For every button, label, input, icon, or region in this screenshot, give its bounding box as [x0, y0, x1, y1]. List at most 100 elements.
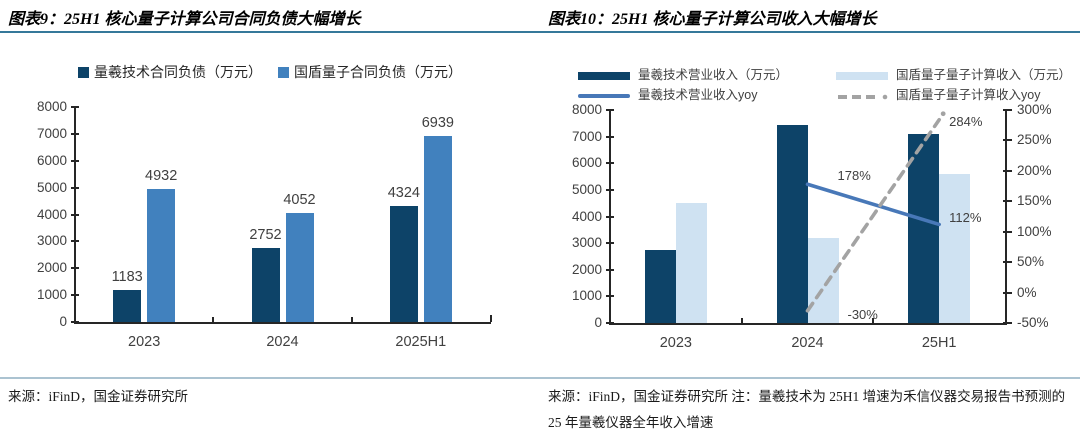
legend-item: 国盾量子合同负债（万元）	[278, 62, 462, 82]
secondary-y-axis-tick-label: 150%	[1017, 193, 1052, 208]
y-axis-tick-label: 7000	[36, 126, 67, 141]
bar-2024-series1	[285, 213, 314, 322]
legend-label: 国盾量子量子计算收入yoy	[896, 88, 1041, 102]
secondary-y-axis-tick	[1003, 200, 1012, 202]
bar-value-label: 6939	[421, 114, 454, 131]
x-axis-category-label: 2025H1	[395, 334, 447, 350]
figure-10: 图表10：25H1 核心量子计算公司收入大幅增长 0 1000 2000 3000 40…	[540, 0, 1080, 441]
x-axis-category-label: 2023	[128, 334, 161, 350]
legend-item: 量羲技术营业收入（万元）	[578, 64, 788, 82]
y-axis-tick	[606, 295, 614, 297]
yoy-point-label: 112%	[949, 210, 982, 226]
legend-label: 量羲技术营业收入（万元）	[638, 68, 789, 82]
bar-2024-series0	[776, 124, 808, 323]
secondary-y-axis-tick-label: -50%	[1017, 315, 1049, 330]
x-axis-line	[74, 322, 491, 324]
y-axis-tick-label: 2000	[571, 262, 602, 277]
secondary-y-axis-tick	[1003, 261, 1012, 263]
y-axis-tick-label: 1000	[571, 288, 602, 303]
bar-value-label: 4932	[145, 168, 178, 185]
secondary-y-axis-tick	[1003, 139, 1012, 141]
figure-9: 图表9：25H1 核心量子计算公司合同负债大幅增长 0 1000 2000 3000 4…	[8, 11, 492, 404]
legend-label: 国盾量子量子计算收入（万元）	[896, 68, 1072, 82]
bar-2025H1-series1	[423, 135, 452, 322]
y-axis-tick	[606, 322, 614, 324]
x-axis-tick	[740, 318, 743, 323]
legend-item: 国盾量子量子计算收入yoy	[836, 84, 1040, 102]
dashed-swatch-graphic	[838, 94, 888, 100]
x-axis-tick	[872, 318, 875, 323]
y-axis-tick	[71, 214, 79, 216]
figure-9-source: 来源：iFinD，国金证券研究所	[8, 389, 189, 404]
secondary-y-axis-tick	[1003, 292, 1012, 294]
y-axis-tick-label: 4000	[571, 209, 602, 224]
legend-color-square	[78, 67, 89, 78]
y-axis-tick-label: 6000	[571, 155, 602, 170]
legend-item: 量羲技术合同负债（万元）	[78, 62, 262, 82]
chart-legend: 量羲技术合同负债（万元） 国盾量子合同负债（万元）	[70, 62, 470, 82]
legend-color-square	[278, 67, 289, 78]
secondary-y-axis-tick-label: 300%	[1017, 102, 1052, 117]
figure-9-title: 图表9：25H1 核心量子计算公司合同负债大幅增长	[8, 11, 361, 28]
y-axis-tick	[71, 321, 79, 323]
x-axis-tick	[350, 317, 353, 322]
y-axis-tick	[606, 269, 614, 271]
y-axis-tick-label: 4000	[36, 207, 67, 222]
secondary-y-axis-tick-label: 100%	[1017, 224, 1052, 239]
bar-2023-series1	[147, 189, 176, 322]
y-axis-tick	[606, 162, 614, 164]
x-axis-tick	[212, 317, 215, 322]
legend-line-swatch	[578, 93, 630, 98]
bar-25H1-series0	[908, 133, 940, 323]
secondary-y-axis-tick-label: 250%	[1017, 132, 1052, 147]
bar-2024-series1	[807, 237, 839, 323]
x-axis-category-label: 2024	[266, 334, 299, 350]
title-divider-rule	[0, 31, 1080, 33]
x-axis-category-label: 25H1	[921, 335, 957, 351]
y-axis-tick	[606, 242, 614, 244]
bar-value-label: 1183	[111, 269, 143, 286]
bar-2023-series0	[644, 249, 676, 323]
yoy-point-label: 284%	[949, 113, 983, 129]
legend-label: 量羲技术营业收入yoy	[638, 88, 758, 102]
y-axis-tick-label: 1000	[36, 287, 67, 302]
figure-10-title: 图表10：25H1 核心量子计算公司收入大幅增长	[548, 11, 877, 28]
y-axis-tick-label: 3000	[36, 233, 67, 248]
secondary-y-axis-tick	[1003, 109, 1012, 111]
y-axis-tick-label: 6000	[36, 153, 67, 168]
y-axis-tick-label: 8000	[36, 99, 67, 114]
y-axis-tick-label: 0	[59, 314, 67, 329]
y-axis-tick	[71, 160, 79, 162]
bar-value-label: 4324	[387, 184, 420, 201]
y-axis-tick	[606, 109, 614, 111]
x-axis-end-tick	[490, 315, 492, 322]
y-axis-tick-label: 5000	[36, 180, 67, 195]
secondary-y-axis-tick-label: 50%	[1017, 254, 1045, 269]
y-axis-tick-label: 8000	[571, 102, 602, 117]
y-axis-tick	[606, 216, 614, 218]
bar-2024-series0	[251, 248, 280, 322]
source-divider-rule	[0, 377, 1080, 379]
legend-bar-swatch	[578, 71, 630, 80]
legend-item: 国盾量子量子计算收入（万元）	[836, 64, 1071, 82]
x-axis-category-label: 2024	[791, 335, 824, 351]
bar-2023-series0	[113, 290, 142, 322]
y-axis-tick	[71, 294, 79, 296]
legend-bar-swatch	[836, 71, 888, 80]
y-axis-tick	[71, 267, 79, 269]
x-axis-end-tick	[1005, 316, 1007, 323]
y-axis-tick-label: 0	[594, 315, 602, 330]
y-axis-tick-label: 2000	[36, 260, 67, 275]
x-axis-line	[609, 323, 1006, 325]
figure-10-source: 来源：iFinD，国金证券研究所 注：量羲技术为 25H1 增速为禾信仪器交易报…	[548, 389, 1066, 430]
secondary-y-axis-tick	[1003, 231, 1012, 233]
bar-2023-series1	[675, 203, 707, 323]
secondary-y-axis-tick	[1003, 322, 1012, 324]
secondary-y-axis-line	[1005, 110, 1007, 325]
bar-value-label: 2752	[249, 227, 282, 244]
legend-line-swatch	[836, 89, 888, 103]
dashed-line-end-dot	[940, 111, 946, 117]
yoy-point-label: 178%	[837, 168, 871, 184]
x-axis-category-label: 2023	[659, 335, 692, 351]
